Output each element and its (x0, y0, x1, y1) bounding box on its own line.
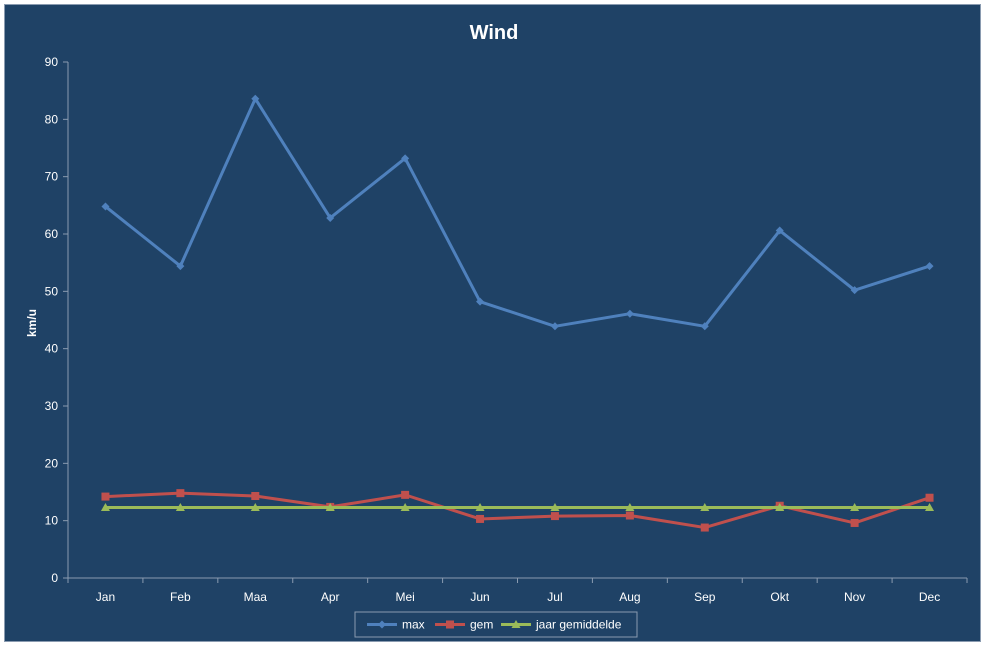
legend-marker (511, 620, 521, 628)
data-point (925, 493, 934, 502)
x-tick-label: Maa (244, 590, 268, 604)
legend-box (354, 611, 638, 638)
y-tick-label: 10 (45, 514, 59, 528)
y-tick-label: 0 (51, 571, 58, 585)
legend-marker (378, 620, 386, 629)
data-point (925, 262, 934, 271)
x-tick-label: Dec (919, 590, 940, 604)
y-tick-label: 30 (45, 399, 59, 413)
x-tick-label: Jan (96, 590, 115, 604)
series-line (105, 491, 931, 530)
y-tick-label: 70 (45, 170, 59, 184)
line-chart: Wind km/u 0 10 20 30 40 50 60 70 80 90 Jan Feb Maa Ap… (25, 22, 968, 638)
series-max (101, 94, 934, 331)
data-point (401, 490, 410, 499)
x-tick-label: Mei (395, 590, 414, 604)
data-point (625, 309, 634, 318)
legend-item: jaar gemiddelde (501, 618, 622, 632)
x-tick-label: Nov (844, 590, 865, 604)
data-point (850, 286, 859, 295)
data-point (325, 502, 335, 511)
y-axis-label: km/u (25, 309, 39, 337)
series-jaar-gemiddelde (100, 502, 935, 511)
data-point (925, 502, 935, 511)
legend-item: gem (435, 618, 493, 632)
data-point (700, 523, 709, 532)
chart-title: Wind (470, 22, 519, 44)
x-tick-label: Jul (547, 590, 562, 604)
x-tick-label: Apr (321, 590, 340, 604)
series-gem (101, 489, 934, 532)
data-point (401, 154, 410, 163)
data-point (550, 502, 560, 511)
legend-label: max (402, 618, 425, 632)
y-tick-label: 90 (45, 55, 59, 69)
legend-label: gem (470, 618, 493, 632)
legend-label: jaar gemiddelde (535, 618, 622, 632)
y-tick-label: 60 (45, 227, 59, 241)
chart-frame: Wind km/u 0 10 20 30 40 50 60 70 80 90 Jan Feb Maa Ap… (4, 4, 981, 642)
data-point (700, 502, 710, 511)
data-point (101, 202, 110, 211)
data-point (476, 514, 485, 523)
data-point (625, 511, 634, 520)
x-tick-label: Jun (470, 590, 489, 604)
data-point (625, 502, 635, 511)
y-tick-label: 40 (45, 342, 59, 356)
data-point (775, 502, 785, 511)
data-point (550, 322, 559, 331)
data-point (251, 94, 260, 103)
data-point (775, 226, 784, 235)
data-point (101, 492, 110, 501)
data-point (400, 502, 410, 511)
data-point (100, 502, 110, 511)
y-tick-label: 50 (45, 284, 59, 298)
data-point (250, 502, 260, 511)
data-point (475, 502, 485, 511)
data-point (176, 489, 185, 498)
data-point (550, 512, 559, 521)
data-point (850, 502, 860, 511)
legend-item: max (367, 618, 425, 632)
data-point (700, 322, 709, 331)
x-tick-label: Aug (619, 590, 640, 604)
y-tick-label: 80 (45, 112, 59, 126)
data-point (476, 297, 485, 306)
data-point (850, 518, 859, 527)
legend: max gem jaar gemiddelde (354, 611, 638, 638)
legend-marker (446, 620, 454, 629)
data-point (326, 213, 335, 222)
y-tick-label: 20 (45, 456, 59, 470)
x-tick-label: Sep (694, 590, 716, 604)
series-layer (100, 94, 935, 532)
x-tick-label: Feb (170, 590, 191, 604)
x-tick-label: Okt (770, 590, 789, 604)
data-point (251, 492, 260, 501)
axes: 0 10 20 30 40 50 60 70 80 90 Jan Feb Maa Apr Mei Jun Jul… (45, 55, 968, 604)
data-point (176, 262, 185, 271)
series-line (104, 97, 931, 328)
data-point (175, 502, 185, 511)
